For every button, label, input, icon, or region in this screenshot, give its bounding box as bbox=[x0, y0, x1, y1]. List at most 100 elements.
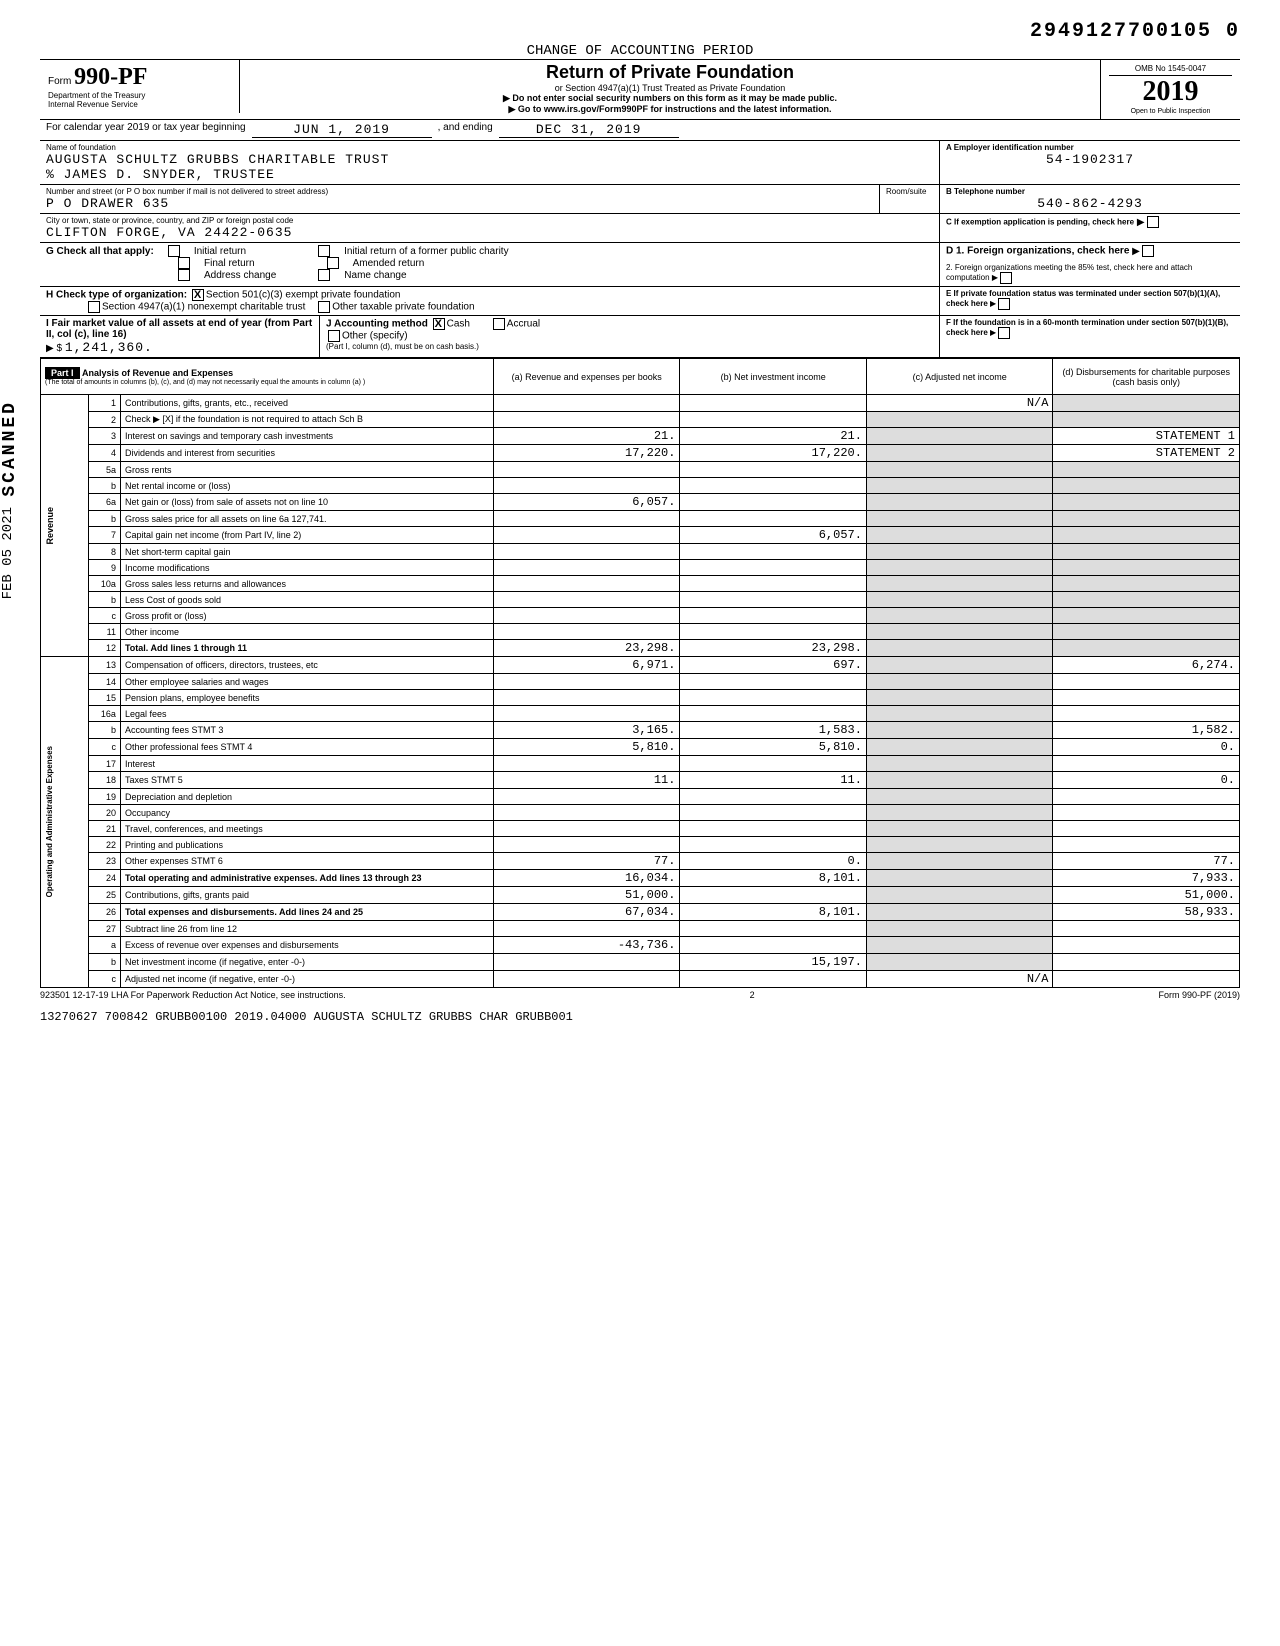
row-desc: Taxes STMT 5 bbox=[120, 772, 493, 789]
final-checkbox[interactable] bbox=[178, 257, 190, 269]
cell-value: 6,971. bbox=[493, 657, 680, 674]
cell-value bbox=[680, 395, 867, 412]
cell-value bbox=[866, 870, 1053, 887]
cell-value bbox=[866, 494, 1053, 511]
h2-checkbox[interactable] bbox=[88, 301, 100, 313]
cell-value: 16,034. bbox=[493, 870, 680, 887]
cell-value bbox=[1053, 640, 1240, 657]
subtitle1: or Section 4947(a)(1) Trust Treated as P… bbox=[248, 83, 1092, 93]
h2-label: Section 4947(a)(1) nonexempt charitable … bbox=[102, 302, 305, 313]
other-checkbox[interactable] bbox=[328, 330, 340, 342]
row-desc: Check ▶ [X] if the foundation is not req… bbox=[120, 412, 493, 428]
cell-value bbox=[1053, 921, 1240, 937]
row-desc: Gross sales price for all assets on line… bbox=[120, 511, 493, 527]
cell-value: 0. bbox=[1053, 739, 1240, 756]
cell-value bbox=[866, 527, 1053, 544]
row-desc: Total operating and administrative expen… bbox=[120, 870, 493, 887]
h1-checkbox[interactable] bbox=[192, 289, 204, 301]
cell-value bbox=[1053, 756, 1240, 772]
cell-value bbox=[1053, 674, 1240, 690]
cell-value bbox=[1053, 837, 1240, 853]
row-number: b bbox=[88, 511, 120, 527]
cell-value bbox=[680, 921, 867, 937]
open-inspection: Open to Public Inspection bbox=[1109, 108, 1232, 115]
cell-value bbox=[1053, 592, 1240, 608]
table-row: 5aGross rents bbox=[41, 462, 1240, 478]
row-number: c bbox=[88, 971, 120, 988]
row-number: 6a bbox=[88, 494, 120, 511]
table-row: 22Printing and publications bbox=[41, 837, 1240, 853]
row-desc: Accounting fees STMT 3 bbox=[120, 722, 493, 739]
cell-value bbox=[493, 837, 680, 853]
table-row: 3Interest on savings and temporary cash … bbox=[41, 428, 1240, 445]
cell-value bbox=[1053, 954, 1240, 971]
cell-value bbox=[680, 511, 867, 527]
cell-value bbox=[493, 821, 680, 837]
cell-value: 15,197. bbox=[680, 954, 867, 971]
cell-value bbox=[866, 608, 1053, 624]
cell-value bbox=[1053, 544, 1240, 560]
table-row: bGross sales price for all assets on lin… bbox=[41, 511, 1240, 527]
telephone: 540-862-4293 bbox=[946, 196, 1234, 211]
cell-value: 5,810. bbox=[493, 739, 680, 756]
row-number: 15 bbox=[88, 690, 120, 706]
e-checkbox[interactable] bbox=[998, 298, 1010, 310]
row-desc: Adjusted net income (if negative, enter … bbox=[120, 971, 493, 988]
cell-value bbox=[1053, 395, 1240, 412]
table-row: 15Pension plans, employee benefits bbox=[41, 690, 1240, 706]
row-number: 14 bbox=[88, 674, 120, 690]
table-row: 20Occupancy bbox=[41, 805, 1240, 821]
table-row: 11Other income bbox=[41, 624, 1240, 640]
form-number: 990-PF bbox=[74, 64, 147, 90]
cell-value bbox=[866, 904, 1053, 921]
row-number: 11 bbox=[88, 624, 120, 640]
period-row: For calendar year 2019 or tax year begin… bbox=[40, 120, 1240, 141]
h1-label: Section 501(c)(3) exempt private foundat… bbox=[206, 290, 401, 301]
cell-value bbox=[680, 462, 867, 478]
row-desc: Less Cost of goods sold bbox=[120, 592, 493, 608]
address-checkbox[interactable] bbox=[178, 269, 190, 281]
cell-value bbox=[866, 674, 1053, 690]
cell-value bbox=[680, 494, 867, 511]
cell-value bbox=[493, 789, 680, 805]
cell-value: 21. bbox=[493, 428, 680, 445]
d2-checkbox[interactable] bbox=[1000, 272, 1012, 284]
row-number: 1 bbox=[88, 395, 120, 412]
period-end[interactable]: DEC 31, 2019 bbox=[499, 122, 679, 138]
c-checkbox[interactable] bbox=[1147, 216, 1159, 228]
table-row: cGross profit or (loss) bbox=[41, 608, 1240, 624]
d1-checkbox[interactable] bbox=[1142, 245, 1154, 257]
period-begin[interactable]: JUN 1, 2019 bbox=[252, 122, 432, 138]
amended-checkbox[interactable] bbox=[327, 257, 339, 269]
h3-checkbox[interactable] bbox=[318, 301, 330, 313]
cell-value: 6,057. bbox=[680, 527, 867, 544]
cash-label: Cash bbox=[447, 319, 470, 330]
initial-former-checkbox[interactable] bbox=[318, 245, 330, 257]
i-label: I Fair market value of all assets at end… bbox=[46, 318, 312, 340]
cash-checkbox[interactable] bbox=[433, 318, 445, 330]
e-label: E If private foundation status was termi… bbox=[946, 289, 1220, 308]
row-number: c bbox=[88, 739, 120, 756]
row-number: 23 bbox=[88, 853, 120, 870]
table-row: aExcess of revenue over expenses and dis… bbox=[41, 937, 1240, 954]
f-checkbox[interactable] bbox=[998, 327, 1010, 339]
row-number: 20 bbox=[88, 805, 120, 821]
cell-value bbox=[866, 772, 1053, 789]
accrual-checkbox[interactable] bbox=[493, 318, 505, 330]
cell-value: N/A bbox=[866, 395, 1053, 412]
table-row: Operating and Administrative Expenses13C… bbox=[41, 657, 1240, 674]
name-change-checkbox[interactable] bbox=[318, 269, 330, 281]
cell-value: 0. bbox=[1053, 772, 1240, 789]
cell-value bbox=[866, 592, 1053, 608]
fmv-value: 1,241,360. bbox=[65, 340, 153, 355]
cell-value: 8,101. bbox=[680, 904, 867, 921]
cell-value: N/A bbox=[866, 971, 1053, 988]
cell-value bbox=[1053, 690, 1240, 706]
lha-footer: 923501 12-17-19 LHA For Paperwork Reduct… bbox=[40, 990, 346, 1000]
initial-checkbox[interactable] bbox=[168, 245, 180, 257]
row-desc: Printing and publications bbox=[120, 837, 493, 853]
g-label: G Check all that apply: bbox=[46, 246, 154, 257]
cell-value: 77. bbox=[493, 853, 680, 870]
row-number: 24 bbox=[88, 870, 120, 887]
table-row: 25Contributions, gifts, grants paid51,00… bbox=[41, 887, 1240, 904]
